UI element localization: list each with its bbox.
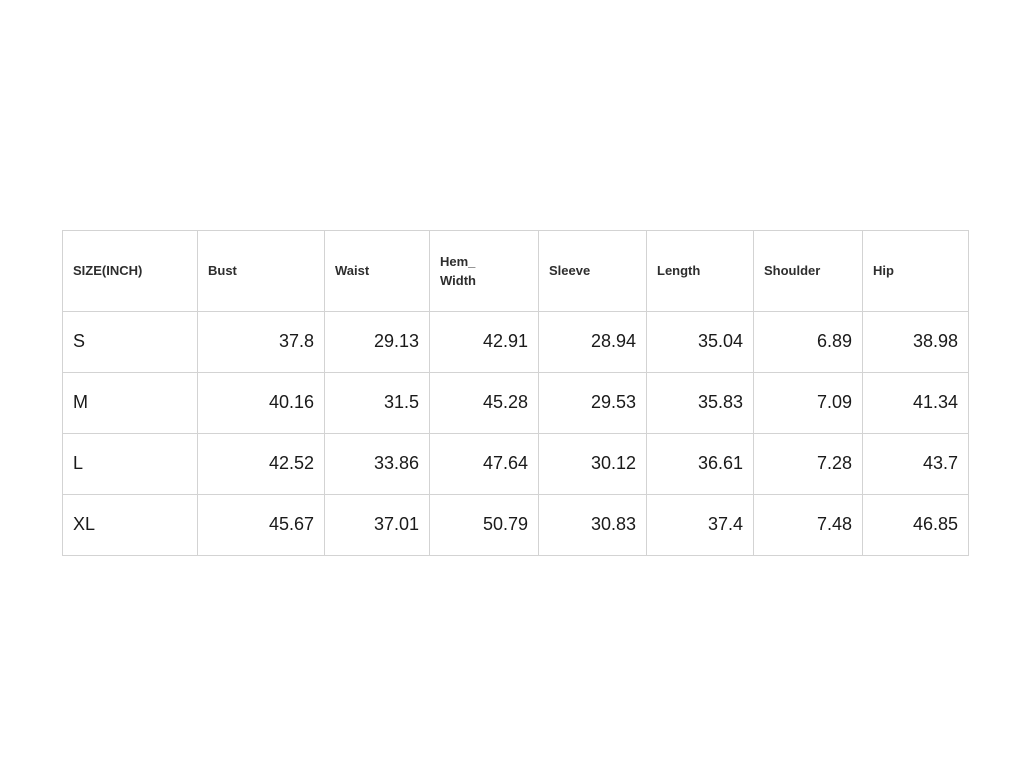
header-row: SIZE(INCH) Bust Waist Hem_ Width Sleeve … xyxy=(62,230,969,312)
size-cell: M xyxy=(62,372,198,434)
value-cell: 7.28 xyxy=(753,433,863,495)
value-cell: 37.8 xyxy=(197,311,325,373)
table-row: M 40.16 31.5 45.28 29.53 35.83 7.09 41.3… xyxy=(62,372,969,434)
size-cell: L xyxy=(62,433,198,495)
value-cell: 40.16 xyxy=(197,372,325,434)
value-cell: 35.04 xyxy=(646,311,754,373)
value-cell: 7.09 xyxy=(753,372,863,434)
value-cell: 45.28 xyxy=(429,372,539,434)
value-cell: 46.85 xyxy=(862,494,969,556)
value-cell: 42.52 xyxy=(197,433,325,495)
table-row: L 42.52 33.86 47.64 30.12 36.61 7.28 43.… xyxy=(62,433,969,495)
table-row: XL 45.67 37.01 50.79 30.83 37.4 7.48 46.… xyxy=(62,494,969,556)
value-cell: 29.53 xyxy=(538,372,647,434)
value-cell: 37.01 xyxy=(324,494,430,556)
value-cell: 31.5 xyxy=(324,372,430,434)
value-cell: 30.83 xyxy=(538,494,647,556)
header-hip: Hip xyxy=(862,230,969,312)
size-chart-table: SIZE(INCH) Bust Waist Hem_ Width Sleeve … xyxy=(62,230,969,556)
header-length: Length xyxy=(646,230,754,312)
value-cell: 38.98 xyxy=(862,311,969,373)
header-shoulder: Shoulder xyxy=(753,230,863,312)
value-cell: 33.86 xyxy=(324,433,430,495)
value-cell: 47.64 xyxy=(429,433,539,495)
size-cell: S xyxy=(62,311,198,373)
value-cell: 7.48 xyxy=(753,494,863,556)
header-waist: Waist xyxy=(324,230,430,312)
value-cell: 43.7 xyxy=(862,433,969,495)
value-cell: 29.13 xyxy=(324,311,430,373)
header-bust: Bust xyxy=(197,230,325,312)
value-cell: 36.61 xyxy=(646,433,754,495)
size-cell: XL xyxy=(62,494,198,556)
value-cell: 45.67 xyxy=(197,494,325,556)
value-cell: 6.89 xyxy=(753,311,863,373)
value-cell: 35.83 xyxy=(646,372,754,434)
value-cell: 41.34 xyxy=(862,372,969,434)
header-size-inch: SIZE(INCH) xyxy=(62,230,198,312)
header-hem-width: Hem_ Width xyxy=(429,230,539,312)
value-cell: 30.12 xyxy=(538,433,647,495)
header-sleeve: Sleeve xyxy=(538,230,647,312)
value-cell: 37.4 xyxy=(646,494,754,556)
value-cell: 42.91 xyxy=(429,311,539,373)
table-row: S 37.8 29.13 42.91 28.94 35.04 6.89 38.9… xyxy=(62,311,969,373)
value-cell: 28.94 xyxy=(538,311,647,373)
value-cell: 50.79 xyxy=(429,494,539,556)
